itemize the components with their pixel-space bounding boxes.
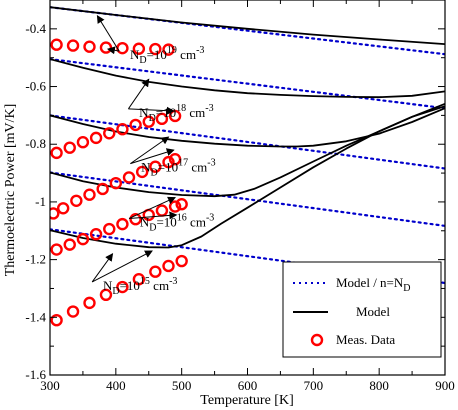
x-axis-title: Temperature [K] xyxy=(200,393,293,408)
y-tick-label: -0.8 xyxy=(25,136,46,151)
meas-point-nd-1e17 xyxy=(109,176,123,190)
legend-label-meas: Meas. Data xyxy=(336,332,395,347)
annotation-arrow xyxy=(106,46,120,55)
meas-point-nd-1e19 xyxy=(50,38,63,51)
meas-point-nd-1e18 xyxy=(89,131,103,145)
meas-point-nd-1e17 xyxy=(83,188,96,201)
meas-point-nd-1e19 xyxy=(99,41,113,54)
x-axis: 300 400 500 600 700 800 900 xyxy=(40,0,455,393)
legend-box xyxy=(282,261,442,358)
x-tick-label: 400 xyxy=(106,378,126,393)
meas-point-nd-1e19 xyxy=(83,40,96,53)
meas-point-nd-1e18 xyxy=(155,112,169,126)
meas-point-nd-1e17 xyxy=(56,202,70,215)
model-series-group xyxy=(50,6,445,249)
model-line-nd-1e18 xyxy=(50,58,445,99)
approx-line-nd-1e18 xyxy=(50,57,445,110)
meas-point-nd-1e18 xyxy=(129,118,142,132)
model-line-nd-1e19 xyxy=(50,6,445,45)
meas-point-nd-1e16 xyxy=(175,198,188,211)
annotation-arrow xyxy=(128,196,176,219)
meas-point-nd-1e15 xyxy=(99,288,113,302)
y-tick-label: -1.6 xyxy=(25,367,46,382)
meas-point-nd-1e17 xyxy=(50,207,60,220)
x-tick-label: 700 xyxy=(304,378,324,393)
meas-point-nd-1e18 xyxy=(103,127,116,140)
meas-point-nd-1e17 xyxy=(135,165,149,179)
y-axis-title: Thermoelectric Power [mV/K] xyxy=(3,104,18,277)
meas-point-nd-1e19 xyxy=(149,42,162,56)
meas-point-nd-1e16 xyxy=(63,238,76,251)
annotation-group: ND=1019 cm-3ND=1018 cm-3ND=1017 cm-3ND=1… xyxy=(91,15,216,297)
meas-point-nd-1e19 xyxy=(116,41,129,55)
nd-annotation-label: ND=1015 cm-3 xyxy=(103,276,177,297)
meas-point-nd-1e18 xyxy=(76,136,90,149)
nd-annotation-label: ND=1016 cm-3 xyxy=(140,212,214,233)
approx-line-nd-1e16 xyxy=(50,171,445,227)
plot-area: ND=1019 cm-3ND=1018 cm-3ND=1017 cm-3ND=1… xyxy=(50,6,445,327)
meas-point-nd-1e17 xyxy=(96,182,109,196)
x-tick-label: 800 xyxy=(369,378,389,393)
legend: Model / n=ND Model Meas. Data xyxy=(282,261,442,358)
meas-point-nd-1e19 xyxy=(132,42,146,55)
y-axis: -1.6 -1.4 -1.2 -1 -0.8 -0.6 -0.4 xyxy=(25,0,445,382)
meas-point-nd-1e15 xyxy=(116,280,129,294)
meas-point-nd-1e15 xyxy=(132,273,146,286)
meas-point-nd-1e15 xyxy=(149,265,162,278)
y-tick-label: -1 xyxy=(35,194,46,209)
annotation-arrow xyxy=(130,136,170,165)
meas-point-nd-1e17 xyxy=(168,153,182,166)
meas-point-nd-1e18 xyxy=(116,123,129,136)
model-line-nd-1e15 xyxy=(50,102,445,249)
meas-point-nd-1e18 xyxy=(142,115,155,128)
meas-point-nd-1e17 xyxy=(149,160,162,173)
legend-label-model: Model xyxy=(356,304,390,319)
approx-line-nd-1e17 xyxy=(50,114,445,170)
meas-point-nd-1e18 xyxy=(168,109,182,123)
annotation-arrow xyxy=(128,106,175,115)
meas-point-nd-1e16 xyxy=(50,243,63,256)
annotation-arrow xyxy=(96,15,120,52)
meas-point-nd-1e16 xyxy=(116,217,129,231)
meas-point-nd-1e16 xyxy=(89,228,103,241)
legend-swatch-meas xyxy=(310,333,324,347)
annotation-arrow xyxy=(127,78,150,110)
meas-point-nd-1e15 xyxy=(83,296,96,310)
x-tick-label: 900 xyxy=(435,378,455,393)
annotation-arrow xyxy=(130,148,175,165)
y-tick-label: -1.2 xyxy=(25,252,46,267)
meas-point-nd-1e16 xyxy=(76,232,90,246)
meas-point-nd-1e16 xyxy=(129,213,142,226)
meas-point-nd-1e15 xyxy=(175,254,188,268)
annotation-arrow xyxy=(91,253,114,283)
x-tick-label: 300 xyxy=(40,378,60,393)
approx-series-group xyxy=(50,6,445,285)
y-tick-label: -0.6 xyxy=(25,79,46,94)
legend-label-model-nd: Model / n=ND xyxy=(336,275,411,294)
meas-point-nd-1e17 xyxy=(162,155,175,169)
x-tick-label: 500 xyxy=(172,378,192,393)
meas-point-nd-1e16 xyxy=(103,222,116,236)
nd-annotation-label: ND=1017 cm-3 xyxy=(141,158,215,179)
x-tick-label: 600 xyxy=(238,378,258,393)
meas-point-nd-1e17 xyxy=(122,171,136,184)
meas-point-nd-1e18 xyxy=(63,141,76,154)
nd-annotation-label: ND=1019 cm-3 xyxy=(130,45,204,66)
meas-point-nd-1e19 xyxy=(162,43,175,56)
meas-point-nd-1e18 xyxy=(50,146,63,160)
meas-point-nd-1e17 xyxy=(70,194,83,207)
meas-point-nd-1e15 xyxy=(162,259,175,273)
y-tick-label: -1.4 xyxy=(25,309,46,324)
annotation-arrow xyxy=(91,250,153,283)
meas-point-nd-1e15 xyxy=(50,313,63,327)
y-tick-label: -0.4 xyxy=(25,21,46,36)
meas-point-nd-1e19 xyxy=(66,39,80,52)
annotation-arrow xyxy=(129,211,178,220)
meas-point-nd-1e15 xyxy=(66,305,80,318)
model-line-nd-1e16 xyxy=(50,105,445,198)
